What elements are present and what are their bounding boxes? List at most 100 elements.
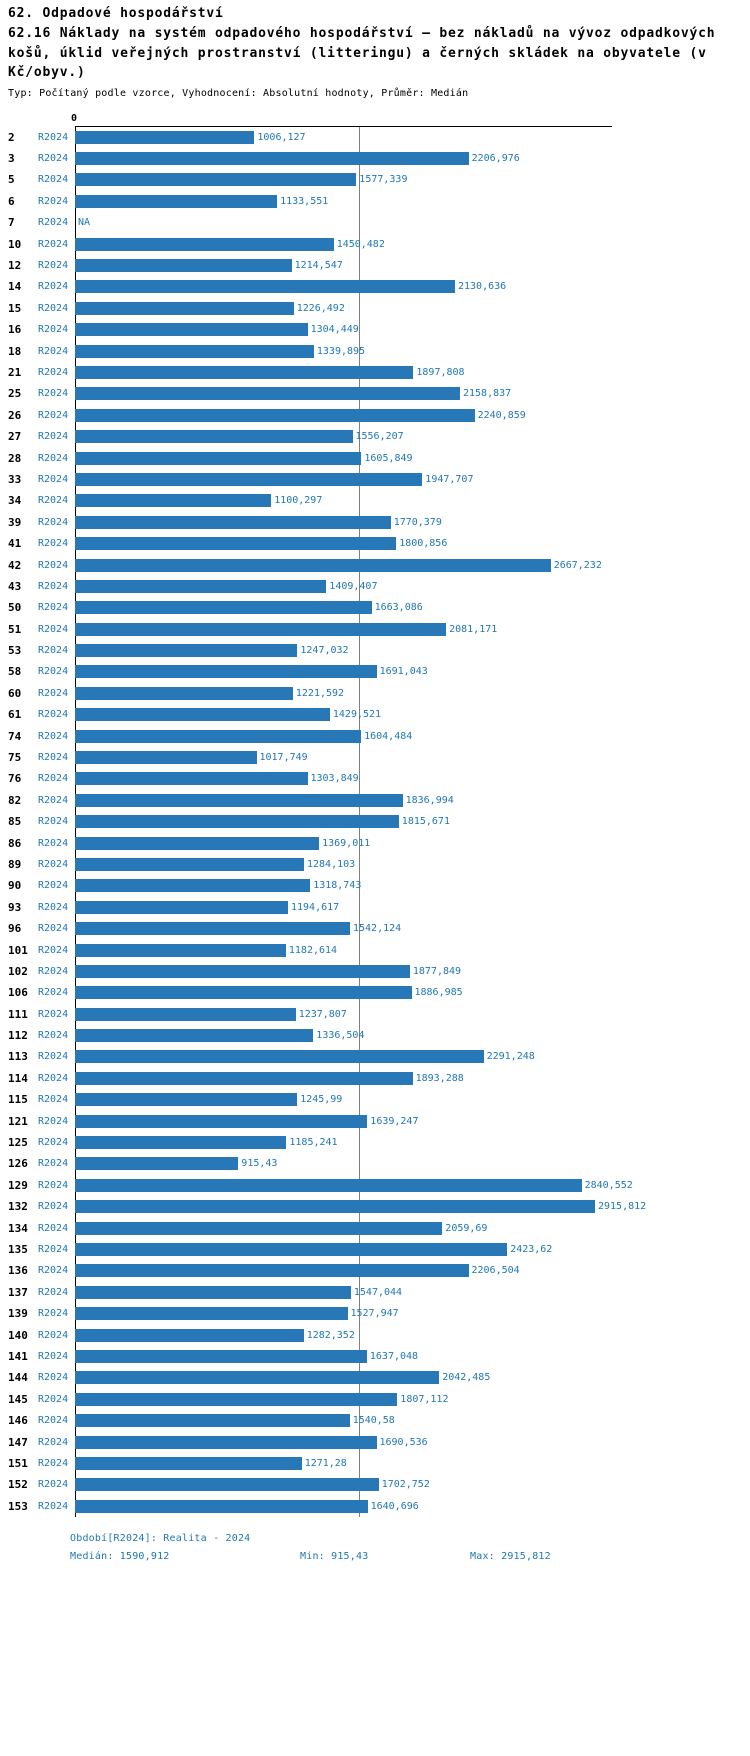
row-period-label: R2024 [38,1072,69,1084]
row-plot: 1639,247 [75,1110,742,1131]
value-bar [75,815,399,829]
row-plot: 2130,636 [75,276,742,297]
chart-row: 106 R2024 1886,985 [8,982,742,1003]
row-id: 51 [8,622,22,636]
row-period-label: R2024 [38,431,69,443]
value-bar [75,537,397,551]
row-period-label: R2024 [38,794,69,806]
chart-row: 15 R2024 1226,492 [8,298,742,319]
row-plot: 1577,339 [75,169,742,190]
row-period-label: R2024 [38,1030,69,1042]
chart-row: 7 R2024 NA [8,212,742,233]
chart-row: 74 R2024 1604,484 [8,725,742,746]
value-label: 1807,112 [400,1393,449,1405]
chart-rows: 2 R2024 1006,127 3 R2024 2206,976 5 R202… [8,127,742,1517]
row-period-label: R2024 [38,816,69,828]
chart-row: 85 R2024 1815,671 [8,811,742,832]
chart-row: 28 R2024 1605,849 [8,447,742,468]
row-plot: 1369,011 [75,832,742,853]
chart-row: 89 R2024 1284,103 [8,854,742,875]
chart-row: 139 R2024 1527,947 [8,1303,742,1324]
row-plot: 1690,536 [75,1431,742,1452]
row-period-label: R2024 [38,260,69,272]
row-period-label: R2024 [38,1286,69,1298]
row-id: 42 [8,558,22,572]
row-plot: 1303,849 [75,768,742,789]
row-plot: 1897,808 [75,362,742,383]
chart-row: 153 R2024 1640,696 [8,1496,742,1517]
chart-row: 140 R2024 1282,352 [8,1324,742,1345]
value-bar [75,237,334,251]
row-period-label: R2024 [38,1308,69,1320]
summary-stats: Medián: 1590,912 Min: 915,43 Max: 2915,8… [70,1551,742,1562]
row-plot: 1429,521 [75,704,742,725]
value-label: 1770,379 [393,516,442,528]
value-label: 1639,247 [370,1115,419,1127]
row-plot: 1702,752 [75,1474,742,1495]
row-period-label: R2024 [38,1393,69,1405]
value-bar [75,173,357,187]
row-plot: 1214,547 [75,255,742,276]
row-period-label: R2024 [38,1350,69,1362]
value-label: 1303,849 [310,773,359,785]
row-period-label: R2024 [38,1244,69,1255]
value-bar [75,558,551,572]
value-label: 1185,241 [289,1137,338,1149]
chart-row: 51 R2024 2081,171 [8,618,742,639]
row-id: 10 [8,237,22,251]
row-id: 129 [8,1178,28,1192]
row-period-label: R2024 [38,516,69,528]
row-id: 89 [8,857,22,871]
value-label: 915,43 [241,1158,278,1170]
row-id: 86 [8,836,22,850]
chart-row: 41 R2024 1800,856 [8,533,742,554]
value-label: 1017,749 [259,752,308,764]
value-label: 1556,207 [355,431,404,443]
row-plot: 1450,482 [75,233,742,254]
chart-row: 146 R2024 1540,58 [8,1410,742,1431]
value-label: 2291,248 [486,1051,535,1063]
value-label: 1245,99 [300,1094,343,1106]
value-bar [75,729,362,743]
row-plot: 1237,807 [75,1004,742,1025]
value-bar [75,1136,287,1150]
row-period-label: R2024 [38,281,69,293]
row-plot: 1800,856 [75,533,742,554]
value-label: 1637,048 [369,1350,419,1362]
row-id: 125 [8,1136,28,1150]
value-label: 1540,58 [352,1415,395,1427]
row-period-label: R2024 [38,131,69,143]
row-period-label: R2024 [38,1008,69,1020]
value-bar [75,1264,469,1278]
page-title: 62. Odpadové hospodářství [8,6,224,21]
row-id: 16 [8,323,22,337]
value-label: 1886,985 [414,987,463,999]
row-plot: 2915,812 [75,1196,742,1217]
row-plot: 1185,241 [75,1132,742,1153]
value-label: 1702,752 [381,1479,430,1491]
chart-row: 132 R2024 2915,812 [8,1196,742,1217]
chart-row: 33 R2024 1947,707 [8,469,742,490]
row-period-label: R2024 [38,645,69,657]
row-plot: 1556,207 [75,426,742,447]
value-bar [75,793,403,807]
value-label: 1547,044 [353,1286,403,1298]
row-plot: NA [75,212,742,233]
period-label: Období[R2024]: Realita - 2024 [70,1532,251,1544]
row-period-label: R2024 [38,153,69,165]
row-period-label: R2024 [38,901,69,913]
value-label: 1247,032 [300,645,349,657]
value-label: 2158,837 [463,388,512,400]
chart-row: 50 R2024 1663,086 [8,597,742,618]
chart-row: 18 R2024 1339,895 [8,340,742,361]
row-plot: 1877,849 [75,961,742,982]
row-id: 114 [8,1071,28,1085]
chart-row: 25 R2024 2158,837 [8,383,742,404]
row-id: 139 [8,1307,28,1321]
value-label: 2423,62 [510,1244,553,1255]
value-label: 1691,043 [379,666,428,678]
row-period-label: R2024 [38,495,69,507]
value-bar [75,1029,314,1043]
row-id: 93 [8,900,22,914]
row-plot: 2081,171 [75,618,742,639]
